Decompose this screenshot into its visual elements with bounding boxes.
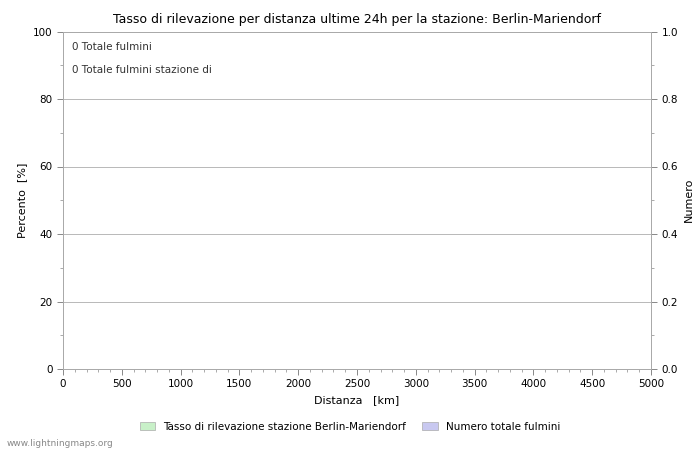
Y-axis label: Numero: Numero: [683, 178, 694, 222]
Legend: Tasso di rilevazione stazione Berlin-Mariendorf, Numero totale fulmini: Tasso di rilevazione stazione Berlin-Mar…: [135, 418, 565, 436]
Text: 0 Totale fulmini stazione di: 0 Totale fulmini stazione di: [72, 65, 211, 75]
Title: Tasso di rilevazione per distanza ultime 24h per la stazione: Berlin-Mariendorf: Tasso di rilevazione per distanza ultime…: [113, 13, 601, 26]
Text: www.lightningmaps.org: www.lightningmaps.org: [7, 439, 113, 448]
Y-axis label: Percento  [%]: Percento [%]: [18, 162, 27, 238]
X-axis label: Distanza   [km]: Distanza [km]: [314, 395, 400, 405]
Text: 0 Totale fulmini: 0 Totale fulmini: [72, 42, 152, 52]
